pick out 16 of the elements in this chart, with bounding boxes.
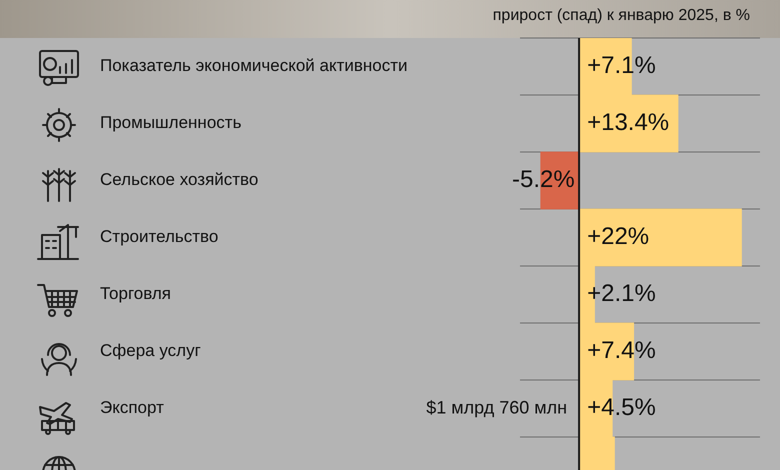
y-tick-label: Сельское хозяйство <box>100 170 258 190</box>
y-tick-label: Показатель экономической активности <box>100 56 408 76</box>
y-tick-label: Промышленность <box>100 113 242 132</box>
y-tick-label: Строительство <box>100 227 218 246</box>
data-label: +13.4% <box>587 109 670 136</box>
y-tick-label: Сфера услуг <box>100 341 201 360</box>
data-label: +4.5% <box>587 394 656 422</box>
y-tick-label: Экспорт <box>100 398 164 418</box>
data-label: +22% <box>587 223 650 250</box>
data-label: +7.1% <box>587 52 656 80</box>
annotation: $1 млрд 760 млн <box>426 397 568 418</box>
y-tick-label: Торговля <box>100 284 172 304</box>
data-label: +7.4% <box>587 337 656 364</box>
data-label: -5.2% <box>512 166 575 194</box>
chart-title: прирост (спад) к январю 2025, в % <box>492 7 750 25</box>
data-label: +2.1% <box>587 280 656 308</box>
